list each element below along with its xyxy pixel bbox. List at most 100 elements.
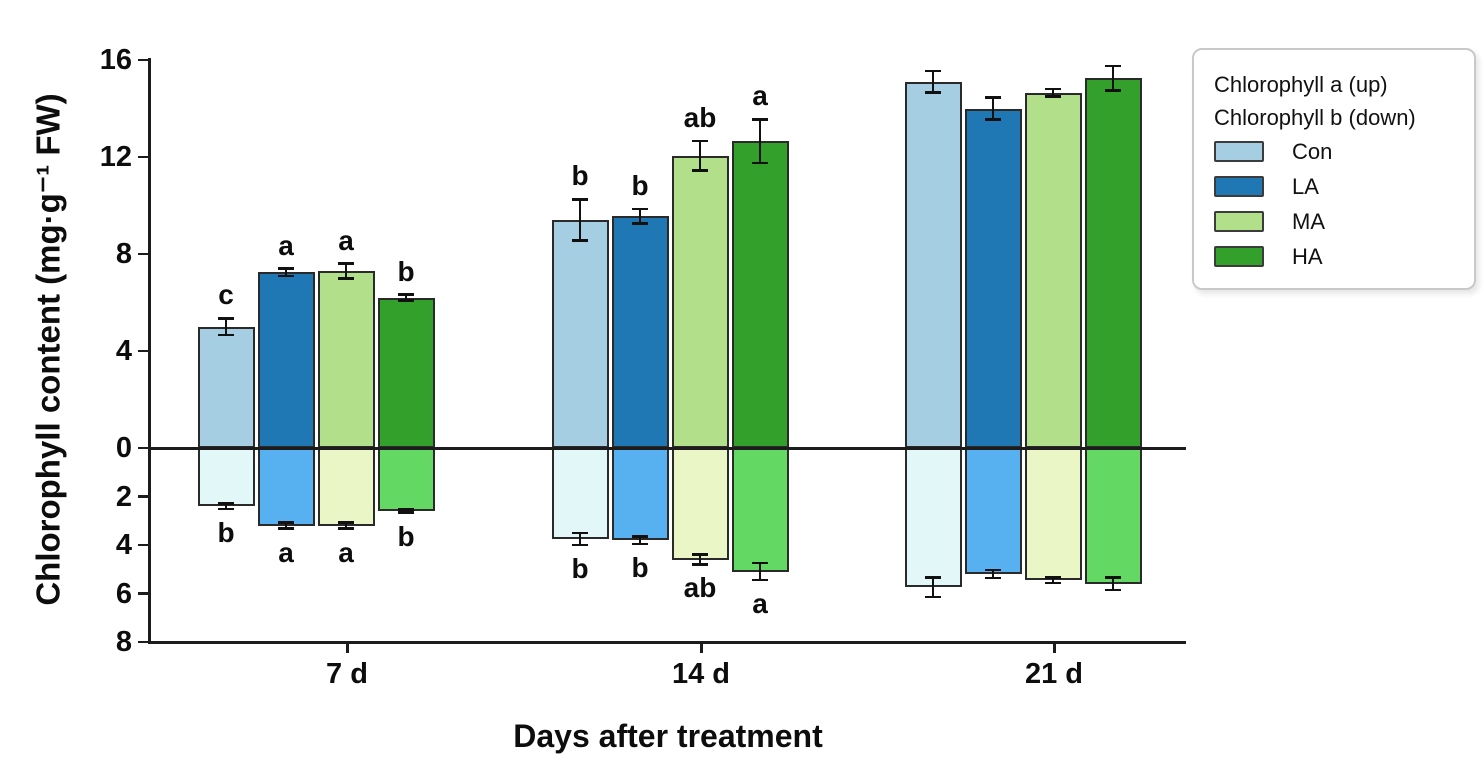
legend-label-HA: HA: [1292, 243, 1323, 269]
bar-chl-b-7d-MA: [317, 448, 375, 526]
y-tick-label-down-2: 2: [115, 480, 132, 513]
err-chl-a-21d-HA-cap-outer: [1105, 64, 1121, 68]
bar-chl-a-14d-LA: [611, 216, 669, 448]
zero-baseline: [148, 447, 1186, 450]
letter-chl-b-14d-MA: ab: [683, 572, 717, 604]
err-chl-b-21d-LA-whisker: [991, 569, 995, 579]
y-tick-up-8: [138, 252, 150, 256]
legend-entry-MA: MA: [1214, 204, 1456, 239]
y-tick-up-12: [138, 155, 150, 159]
bar-chl-b-21d-LA: [964, 448, 1022, 575]
y-tick-label-up-16: 16: [99, 44, 132, 76]
bar-chl-a-14d-Con: [551, 220, 609, 448]
err-chl-b-14d-Con-whisker: [578, 532, 582, 545]
letter-chl-b-7d-MA: a: [338, 536, 354, 568]
bar-chl-a-7d-Con: [197, 326, 255, 448]
y-tick-up-4: [138, 349, 150, 353]
err-chl-a-21d-HA-whisker: [1111, 66, 1115, 91]
x-tick-1: [700, 642, 703, 653]
y-tick-label-up-12: 12: [99, 141, 132, 173]
bar-chl-b-21d-MA: [1024, 448, 1082, 581]
bar-chl-a-7d-MA: [317, 270, 375, 448]
err-chl-b-21d-HA-whisker: [1111, 577, 1115, 590]
y-tick-label-down-8: 8: [115, 626, 132, 658]
bar-chl-b-7d-HA: [377, 448, 435, 512]
legend-entry-HA: HA: [1214, 239, 1456, 274]
err-chl-b-7d-HA-cap-inner: [398, 511, 414, 514]
bar-chl-a-21d-MA: [1024, 92, 1082, 448]
bar-chl-b-14d-HA: [731, 448, 789, 572]
legend-swatch-Con: [1214, 141, 1264, 162]
err-chl-a-14d-HA-cap-outer: [752, 118, 768, 121]
bar-chl-b-14d-LA: [611, 448, 669, 541]
err-chl-a-21d-LA-cap-inner: [985, 118, 1001, 121]
err-chl-b-14d-MA-whisker: [698, 554, 702, 565]
err-chl-a-14d-HA-whisker: [758, 119, 762, 164]
err-chl-a-7d-MA-whisker: [344, 263, 348, 279]
err-chl-b-14d-LA-cap-inner: [632, 542, 648, 546]
bar-chl-a-7d-HA: [377, 297, 435, 448]
y-tick-up-0: [138, 446, 150, 450]
y-tick-down-6: [138, 592, 150, 595]
err-chl-b-7d-LA-cap-outer: [278, 521, 294, 524]
y-tick-label-up-0: 0: [115, 432, 132, 464]
err-chl-b-7d-Con-cap-outer: [218, 502, 234, 505]
err-chl-a-21d-LA-whisker: [991, 97, 995, 120]
err-chl-a-14d-Con-cap-inner: [572, 239, 588, 242]
err-chl-a-14d-Con-cap-outer: [572, 198, 588, 201]
err-chl-b-14d-HA-whisker: [758, 563, 762, 581]
legend-label-LA: LA: [1292, 173, 1319, 199]
legend-box: Chlorophyll a (up) Chlorophyll b (down) …: [1192, 48, 1476, 290]
legend-swatch-LA: [1214, 176, 1264, 197]
err-chl-b-21d-Con-cap-outer: [925, 576, 941, 579]
letter-chl-a-7d-Con: c: [218, 279, 234, 311]
err-chl-a-7d-MA-cap-inner: [338, 277, 354, 280]
err-chl-a-14d-LA-cap-inner: [632, 222, 648, 225]
err-chl-b-14d-Con-cap-outer: [572, 531, 588, 535]
err-chl-a-21d-Con-whisker: [931, 70, 935, 93]
err-chl-b-7d-MA-whisker: [344, 522, 348, 529]
bar-chl-b-21d-Con: [904, 448, 962, 588]
bar-chl-b-7d-Con: [197, 448, 255, 507]
legend-entries: Con LA MA HA: [1214, 134, 1456, 274]
err-chl-a-14d-HA-cap-inner: [752, 161, 768, 165]
bar-chl-a-21d-Con: [904, 81, 962, 448]
bar-chl-b-14d-MA: [671, 448, 729, 560]
err-chl-b-14d-LA-cap-outer: [632, 535, 648, 538]
y-tick-down-2: [138, 495, 150, 498]
bar-chl-b-7d-LA: [257, 448, 315, 526]
err-chl-b-21d-Con-whisker: [931, 577, 935, 598]
letter-chl-b-7d-HA: b: [397, 520, 415, 552]
letter-chl-a-7d-LA: a: [278, 229, 294, 261]
x-tick-2: [1053, 642, 1056, 653]
err-chl-a-7d-LA-cap-outer: [278, 267, 294, 270]
bar-chl-a-14d-MA: [671, 155, 729, 448]
err-chl-a-21d-Con-cap-inner: [925, 91, 941, 94]
letter-chl-b-14d-LA: b: [631, 551, 649, 583]
err-chl-a-14d-MA-cap-outer: [692, 139, 708, 143]
letter-chl-a-14d-MA: ab: [683, 102, 717, 134]
y-tick-down-8: [138, 640, 150, 644]
x-axis-spine: [148, 641, 1186, 644]
y-tick-label-up-8: 8: [115, 238, 132, 270]
err-chl-b-14d-MA-cap-outer: [692, 553, 708, 556]
err-chl-b-7d-MA-cap-inner: [338, 527, 354, 530]
letter-chl-b-14d-Con: b: [571, 553, 589, 584]
err-chl-a-21d-MA-cap-outer: [1045, 87, 1061, 91]
x-axis-title: Days after treatment: [513, 718, 823, 754]
err-chl-b-14d-HA-cap-outer: [752, 561, 768, 565]
legend-label-Con: Con: [1292, 138, 1333, 164]
letter-chl-b-7d-LA: a: [278, 536, 294, 568]
err-chl-a-14d-MA-whisker: [698, 141, 702, 171]
y-tick-down-4: [138, 543, 150, 547]
bar-chl-b-14d-Con: [551, 448, 609, 539]
err-chl-b-14d-LA-whisker: [638, 536, 642, 544]
x-tick-label-0: 7 d: [326, 658, 368, 690]
y-tick-label-down-4: 4: [115, 529, 132, 561]
legend-title-chl-a: Chlorophyll a (up): [1214, 72, 1388, 97]
legend-swatch-HA: [1214, 246, 1264, 267]
legend-entry-LA: LA: [1214, 169, 1456, 204]
letter-chl-b-7d-Con: b: [217, 517, 235, 549]
